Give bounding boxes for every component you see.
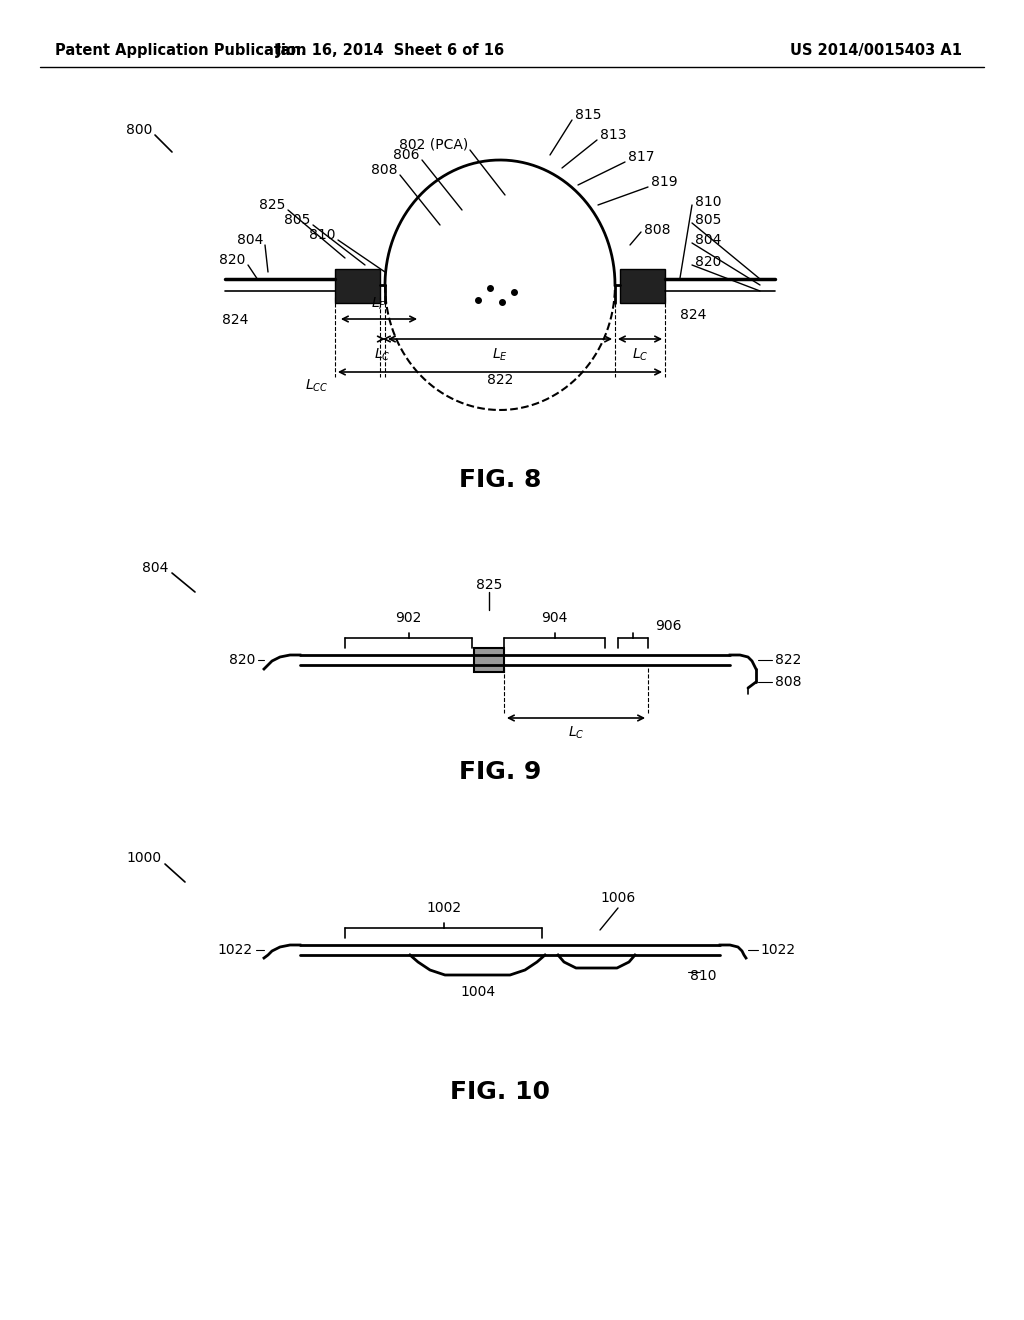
Text: $L_{CC}$: $L_{CC}$ — [305, 378, 329, 395]
Text: 820: 820 — [695, 255, 721, 269]
Text: Patent Application Publication: Patent Application Publication — [55, 42, 306, 58]
Text: 804: 804 — [695, 234, 721, 247]
Text: 820: 820 — [228, 653, 255, 667]
Text: 824: 824 — [221, 313, 248, 327]
Text: 810: 810 — [695, 195, 722, 209]
Text: 825: 825 — [259, 198, 285, 213]
Bar — [620, 269, 665, 304]
Text: 817: 817 — [628, 150, 654, 164]
Text: $L_F$: $L_F$ — [372, 296, 387, 313]
Text: 902: 902 — [395, 611, 422, 624]
Text: 1004: 1004 — [461, 985, 496, 999]
Text: 808: 808 — [775, 675, 802, 689]
Text: US 2014/0015403 A1: US 2014/0015403 A1 — [790, 42, 962, 58]
Text: 1000: 1000 — [127, 851, 162, 865]
Text: FIG. 9: FIG. 9 — [459, 760, 542, 784]
Text: 813: 813 — [600, 128, 627, 143]
Text: 904: 904 — [542, 611, 567, 624]
Text: 1022: 1022 — [218, 942, 253, 957]
Text: 1002: 1002 — [426, 902, 461, 915]
Text: 800: 800 — [126, 123, 152, 137]
Text: 805: 805 — [695, 213, 721, 227]
Text: 825: 825 — [476, 578, 502, 591]
Text: 820: 820 — [219, 253, 245, 267]
Text: 819: 819 — [651, 176, 678, 189]
Text: 804: 804 — [141, 561, 168, 576]
Text: 810: 810 — [690, 969, 717, 983]
Text: 1006: 1006 — [600, 891, 636, 906]
Text: 906: 906 — [655, 619, 682, 634]
Text: 808: 808 — [644, 223, 671, 238]
Text: 810: 810 — [308, 228, 335, 242]
Text: 822: 822 — [486, 374, 513, 387]
Text: 824: 824 — [680, 308, 707, 322]
Bar — [335, 269, 380, 304]
Text: 822: 822 — [775, 653, 802, 667]
Text: 1022: 1022 — [760, 942, 795, 957]
Text: $L_C$: $L_C$ — [567, 725, 585, 742]
Text: 802 (PCA): 802 (PCA) — [398, 139, 468, 152]
Text: 808: 808 — [372, 162, 398, 177]
Text: 804: 804 — [237, 234, 263, 247]
Text: FIG. 8: FIG. 8 — [459, 469, 542, 492]
Text: $L_E$: $L_E$ — [493, 347, 508, 363]
Bar — [474, 648, 504, 672]
Text: FIG. 10: FIG. 10 — [450, 1080, 550, 1104]
Text: $L_C$: $L_C$ — [632, 347, 648, 363]
Text: 805: 805 — [284, 213, 310, 227]
Text: 815: 815 — [575, 108, 601, 121]
Text: $L_C$: $L_C$ — [374, 347, 391, 363]
Text: 806: 806 — [393, 148, 420, 162]
Text: Jan. 16, 2014  Sheet 6 of 16: Jan. 16, 2014 Sheet 6 of 16 — [275, 42, 505, 58]
